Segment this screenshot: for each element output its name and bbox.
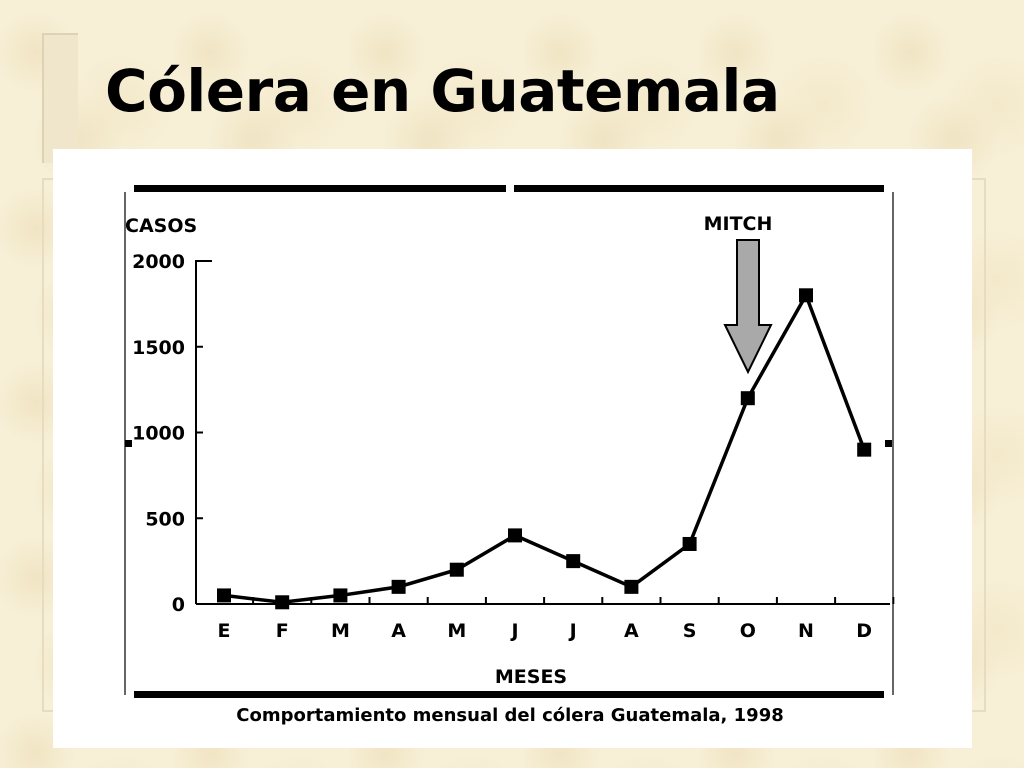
data-point: [682, 536, 697, 551]
x-tick-label: M: [447, 620, 466, 642]
y-tick-label: 1500: [132, 337, 185, 359]
chart-frame-left-notch: [125, 440, 132, 447]
slide-title: Cólera en Guatemala: [105, 57, 780, 125]
data-point: [740, 391, 755, 406]
y-tick-label: 0: [172, 594, 185, 616]
mitch-label: MITCH: [704, 213, 773, 235]
data-point: [391, 579, 406, 594]
chart-frame-right-notch: [885, 440, 892, 447]
x-tick-label: J: [509, 620, 518, 642]
x-axis-title: MESES: [495, 666, 567, 688]
x-tick-label: N: [798, 620, 814, 642]
x-tick-label: O: [740, 620, 756, 642]
data-point: [449, 562, 464, 577]
x-tick-label: S: [683, 620, 697, 642]
series-markers: [217, 288, 872, 610]
y-tick-label: 2000: [132, 251, 185, 273]
x-tick-label: A: [391, 620, 406, 642]
y-tick-label: 500: [145, 508, 185, 530]
data-point: [333, 588, 348, 603]
x-tick-label: D: [856, 620, 872, 642]
data-point: [624, 579, 639, 594]
mitch-arrow: [723, 239, 773, 375]
y-axis-title: CASOS: [125, 215, 197, 237]
x-tick-label: F: [276, 620, 289, 642]
data-point: [275, 595, 290, 610]
mitch-annotation: MITCH: [704, 213, 773, 375]
data-point: [799, 288, 813, 303]
data-point: [508, 528, 522, 543]
data-point: [857, 442, 872, 457]
series-line: [223, 291, 866, 605]
x-tick-label: J: [568, 620, 577, 642]
x-tick-label: M: [331, 620, 350, 642]
decorative-bar: [42, 33, 78, 163]
chart-caption: Comportamiento mensual del cólera Guatem…: [236, 705, 784, 726]
data-point: [217, 588, 231, 603]
chart-panel: [53, 149, 972, 748]
chart-frame-top-right-bar: [514, 185, 884, 192]
data-point: [566, 554, 581, 569]
chart-frame-top-left-bar: [134, 185, 506, 192]
y-ticks: 0 500 1000 1500 2000: [132, 251, 203, 616]
x-tick-label: A: [624, 620, 639, 642]
y-tick-label: 1000: [132, 423, 185, 445]
chart-frame-bottom-bar: [134, 691, 884, 698]
x-tick-label: E: [218, 620, 231, 642]
